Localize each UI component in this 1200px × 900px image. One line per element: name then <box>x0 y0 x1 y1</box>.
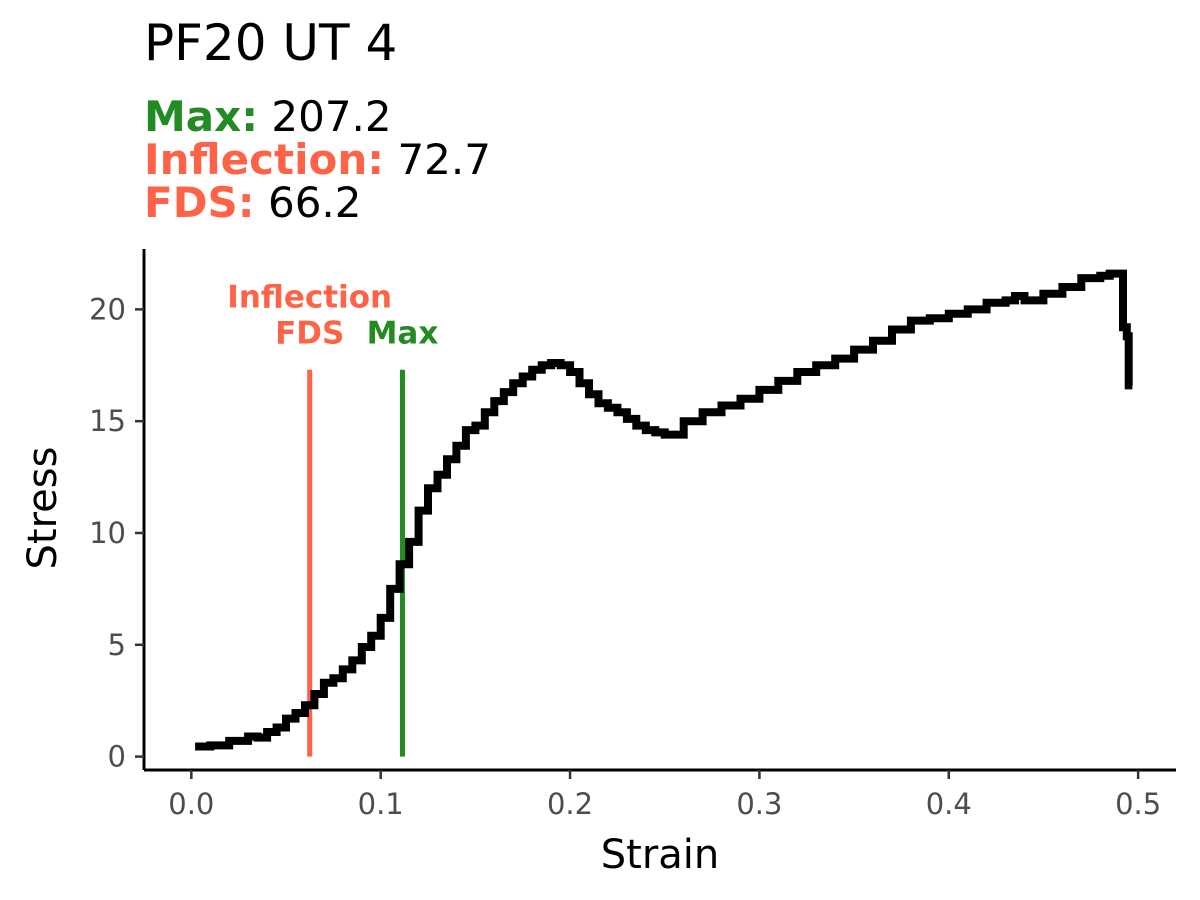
x-tick-label: 0.2 <box>547 787 593 821</box>
axes: 0.0 0.1 0.2 0.3 0.4 0.5 0 5 10 15 20 <box>89 249 1176 821</box>
y-tick-label: 0 <box>108 740 126 774</box>
y-axis-title: Stress <box>20 447 66 570</box>
y-tick-label: 20 <box>89 292 126 326</box>
stat-max-label: Max: <box>144 92 259 141</box>
chart-title: PF20 UT 4 <box>144 14 398 72</box>
stat-max: Max: 207.2 <box>144 96 392 138</box>
x-tick-label: 0.1 <box>358 787 404 821</box>
y-tick-label: 5 <box>108 628 126 662</box>
x-axis-title: Strain <box>601 832 720 878</box>
y-tick-label: 15 <box>89 404 126 438</box>
stat-inflection: Inflection: 72.7 <box>144 139 491 181</box>
vline-label: Inflection <box>227 280 392 316</box>
x-tick-label: 0.3 <box>736 787 782 821</box>
vline-label: FDS <box>275 316 344 352</box>
stat-inflection-label: Inflection: <box>144 135 385 184</box>
x-tick-label: 0.0 <box>168 787 214 821</box>
stat-fds-value: 66.2 <box>267 178 362 227</box>
stat-inflection-value: 72.7 <box>397 135 491 184</box>
stat-fds-label: FDS: <box>144 178 255 227</box>
x-tick-label: 0.4 <box>926 787 972 821</box>
stress-strain-line <box>195 269 1133 751</box>
y-tick-label: 10 <box>89 516 126 550</box>
stat-max-value: 207.2 <box>271 92 392 141</box>
stat-fds: FDS: 66.2 <box>144 182 361 224</box>
x-tick-label: 0.5 <box>1115 787 1161 821</box>
series-layer <box>195 269 1133 751</box>
vline-label: Max <box>367 316 439 352</box>
